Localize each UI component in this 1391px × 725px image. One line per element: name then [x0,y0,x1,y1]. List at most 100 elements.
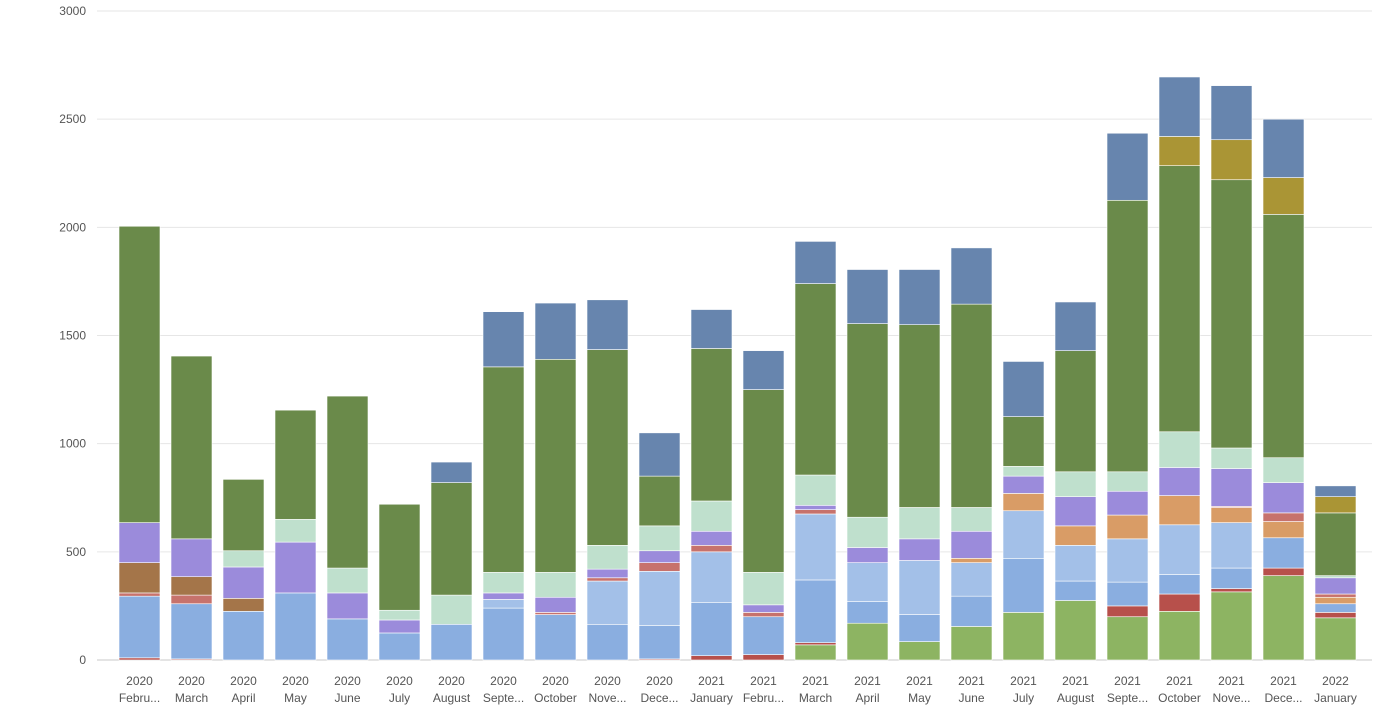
bar-segment[interactable] [1054,471,1097,497]
bar-stack[interactable] [1054,301,1097,661]
bar-segment[interactable] [846,516,889,548]
bar-segment[interactable] [1158,76,1201,137]
bar-segment[interactable] [1158,165,1201,433]
bar-segment[interactable] [1106,581,1149,607]
bar-segment[interactable] [742,604,785,613]
bar-segment[interactable] [690,348,733,502]
bar-segment[interactable] [1314,485,1357,497]
bar-segment[interactable] [794,644,837,661]
bar-segment[interactable] [1158,593,1201,612]
bar-segment[interactable] [1002,510,1045,559]
bar-segment[interactable] [794,579,837,643]
bar-segment[interactable] [1262,482,1305,514]
bar-segment[interactable] [482,311,525,368]
bar-segment[interactable] [950,530,993,559]
bar-segment[interactable] [1054,496,1097,527]
bar-segment[interactable] [690,530,733,546]
bar-segment[interactable] [274,592,317,661]
bar-segment[interactable] [586,624,629,661]
bar-segment[interactable] [690,655,733,661]
bar-segment[interactable] [1262,567,1305,576]
bar-segment[interactable] [690,551,733,603]
bar-segment[interactable] [794,241,837,284]
bar-segment[interactable] [170,594,213,605]
bar-stack[interactable] [846,269,889,661]
bar-segment[interactable] [1210,179,1253,449]
bar-segment[interactable] [638,475,681,527]
bar-segment[interactable] [482,572,525,594]
bar-segment[interactable] [222,566,265,599]
bar-segment[interactable] [1314,612,1357,619]
bar-segment[interactable] [1262,214,1305,459]
bar-segment[interactable] [794,474,837,506]
bar-segment[interactable] [118,592,161,597]
bar-segment[interactable] [170,603,213,660]
bar-segment[interactable] [482,607,525,661]
bar-segment[interactable] [794,642,837,646]
bar-stack[interactable] [1314,485,1357,661]
bar-stack[interactable] [326,395,369,661]
bar-segment[interactable] [534,612,577,615]
bar-segment[interactable] [1002,475,1045,494]
bar-segment[interactable] [1106,490,1149,516]
bar-segment[interactable] [846,622,889,661]
bar-segment[interactable] [1158,136,1201,166]
bar-stack[interactable] [690,309,733,661]
bar-segment[interactable] [1002,416,1045,467]
bar-stack[interactable] [378,503,421,661]
bar-segment[interactable] [1314,593,1357,598]
bar-segment[interactable] [1106,514,1149,540]
bar-segment[interactable] [430,594,473,625]
bar-stack[interactable] [1158,76,1201,661]
bar-segment[interactable] [1158,611,1201,661]
bar-segment[interactable] [1314,496,1357,514]
bar-segment[interactable] [1210,567,1253,589]
bar-segment[interactable] [1262,537,1305,569]
bar-segment[interactable] [1262,575,1305,661]
bar-segment[interactable] [534,572,577,598]
bar-segment[interactable] [898,507,941,540]
bar-segment[interactable] [794,513,837,581]
bar-segment[interactable] [638,625,681,660]
bar-segment[interactable] [950,247,993,305]
bar-segment[interactable] [1314,575,1357,579]
bar-stack[interactable] [1210,85,1253,661]
bar-stack[interactable] [534,302,577,661]
bar-segment[interactable] [378,632,421,661]
bar-segment[interactable] [222,550,265,568]
bar-stack[interactable] [430,461,473,661]
bar-segment[interactable] [118,522,161,563]
bar-segment[interactable] [1314,577,1357,595]
bar-stack[interactable] [274,409,317,661]
bar-segment[interactable] [1210,507,1253,523]
bar-segment[interactable] [950,507,993,532]
bar-segment[interactable] [638,571,681,626]
bar-segment[interactable] [326,567,369,594]
bar-segment[interactable] [586,577,629,582]
bar-segment[interactable] [1210,522,1253,569]
bar-segment[interactable] [1158,467,1201,496]
bar-segment[interactable] [1210,139,1253,181]
bar-segment[interactable] [1106,132,1149,201]
bar-stack[interactable] [1106,132,1149,661]
bar-segment[interactable] [482,366,525,573]
bar-segment[interactable] [1002,558,1045,613]
bar-segment[interactable] [586,580,629,625]
bar-stack[interactable] [170,355,213,661]
bar-segment[interactable] [118,657,161,661]
bar-segment[interactable] [1106,538,1149,583]
bar-segment[interactable] [1262,521,1305,539]
bar-segment[interactable] [690,602,733,656]
bar-segment[interactable] [586,299,629,350]
bar-segment[interactable] [1106,605,1149,618]
bar-segment[interactable] [378,503,421,611]
bar-segment[interactable] [638,562,681,572]
bar-segment[interactable] [898,538,941,561]
bar-segment[interactable] [742,389,785,573]
bar-segment[interactable] [1158,524,1201,575]
bar-segment[interactable] [846,269,889,324]
bar-segment[interactable] [1262,177,1305,215]
bar-segment[interactable] [950,558,993,563]
bar-segment[interactable] [586,545,629,570]
bar-segment[interactable] [846,547,889,563]
